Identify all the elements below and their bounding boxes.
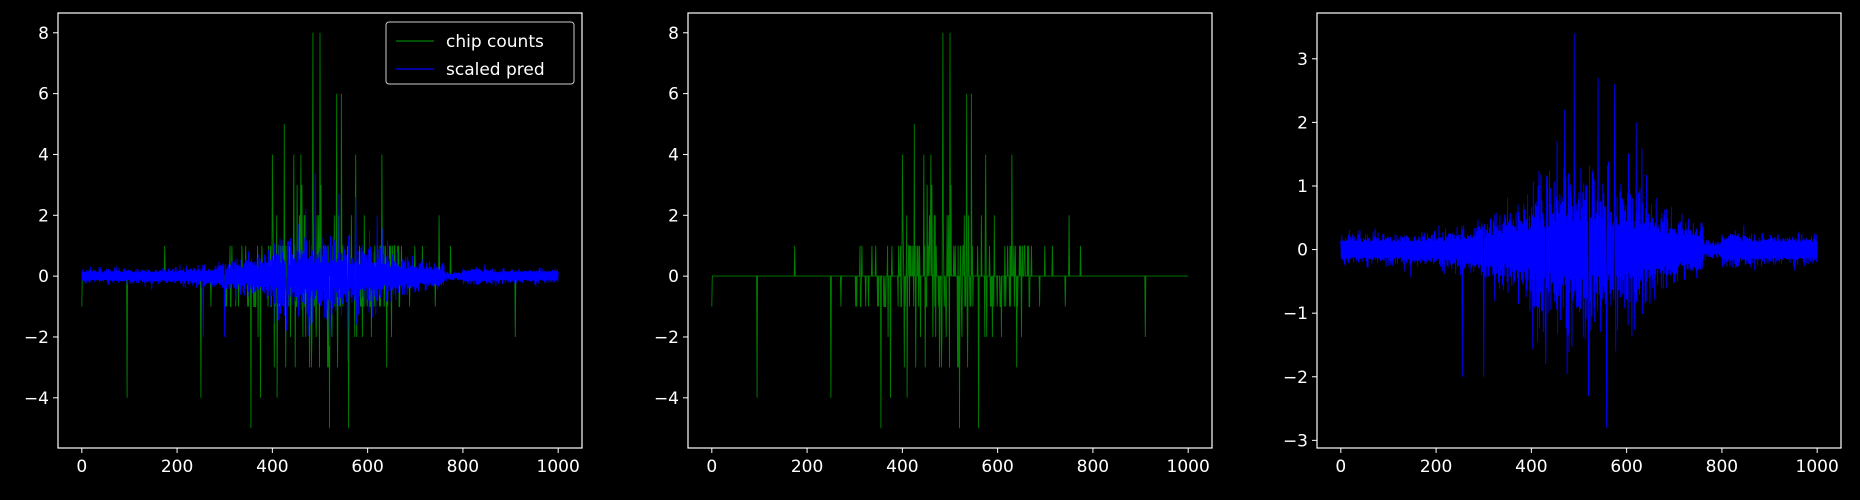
x-tick-label: 1000 [537,457,580,477]
x-tick-label: 400 [256,457,288,477]
x-tick-label: 800 [447,457,479,477]
y-tick-label: −4 [654,389,679,409]
y-tick-label: 0 [1297,241,1308,261]
y-tick-label: −4 [24,389,49,409]
x-tick-label: 1000 [1167,457,1210,477]
y-tick-label: −1 [1283,304,1308,324]
y-tick-label: 0 [668,267,679,287]
y-tick-label: −2 [1283,368,1308,388]
x-tick-label: 400 [1515,457,1547,477]
x-tick-label: 0 [1335,457,1346,477]
legend-label: chip counts [446,32,544,52]
axes-frame [1316,12,1842,449]
legend-label: scaled pred [446,60,545,80]
axes-frame [57,12,583,449]
y-tick-label: 0 [38,267,49,287]
y-tick-label: 3 [1297,50,1308,70]
y-tick-label: 8 [38,24,49,44]
y-tick-label: 8 [668,24,679,44]
chart-panel-counts-and-pred: 0 200 400 600 800 1000 −4 −2 0 2 4 6 8 chip counts sca… [24,12,583,477]
series-line-chip-counts [81,32,559,429]
series-line-counts [711,32,1189,429]
y-tick-label: 2 [38,206,49,226]
y-tick-label: −2 [654,328,679,348]
x-tick-label: 200 [791,457,823,477]
x-tick-label: 200 [161,457,193,477]
x-tick-label: 0 [706,457,717,477]
chart-panel-counts: 0 200 400 600 800 1000 −4 −2 0 2 4 6 8 [654,12,1213,477]
x-tick-label: 200 [1420,457,1452,477]
chart-panel-pred: 0 200 400 600 800 1000 −3 −2 −1 0 1 2 3 [1283,12,1842,477]
y-tick-label: 6 [668,85,679,105]
series-line-pred [1340,33,1818,428]
y-tick-label: −2 [24,328,49,348]
x-tick-label: 600 [351,457,383,477]
y-tick-label: 4 [38,145,49,165]
y-tick-label: 6 [38,85,49,105]
y-tick-label: 2 [1297,113,1308,133]
y-tick-label: −3 [1283,431,1308,451]
x-tick-label: 600 [981,457,1013,477]
axes-frame [687,12,1213,449]
x-tick-label: 600 [1610,457,1642,477]
y-tick-label: 2 [668,206,679,226]
y-tick-label: 1 [1297,177,1308,197]
x-tick-label: 400 [886,457,918,477]
x-tick-label: 800 [1706,457,1738,477]
x-tick-label: 1000 [1796,457,1839,477]
x-tick-label: 0 [76,457,87,477]
y-tick-label: 4 [668,145,679,165]
series-line-scaled-pred [81,172,559,362]
x-tick-label: 800 [1077,457,1109,477]
